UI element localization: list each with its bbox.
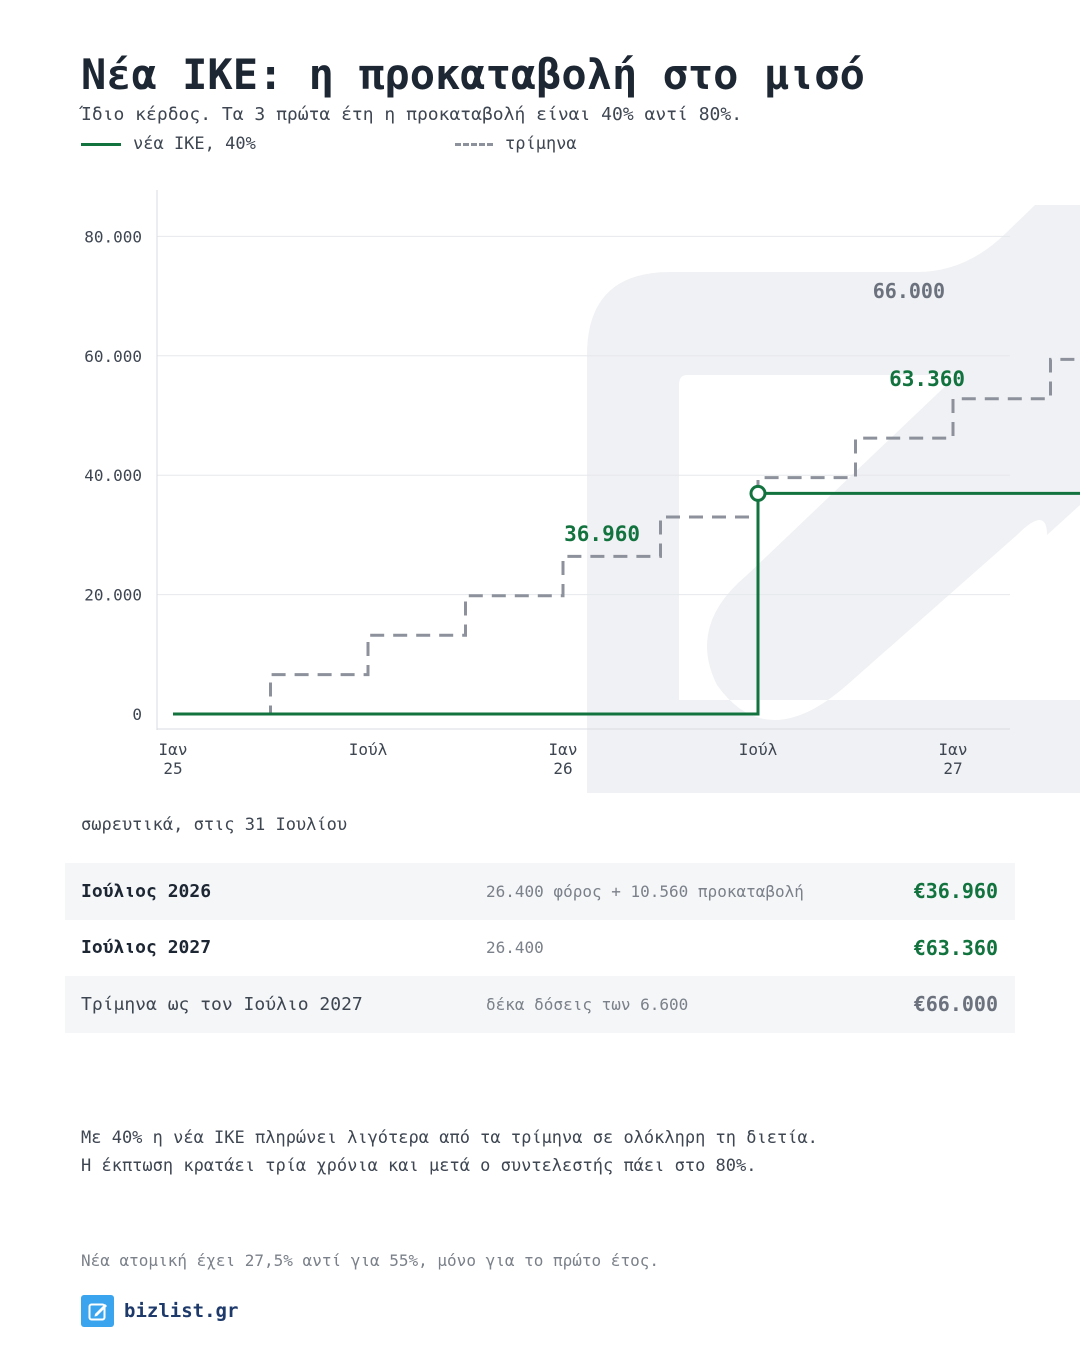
row-value: €36.960 (913, 879, 998, 904)
page-subtitle: Ίδιο κέρδος. Τα 3 πρώτα έτη η προκαταβολ… (81, 104, 743, 125)
x-tick-label: Ιαν (939, 740, 968, 759)
note-line-1: Με 40% η νέα ΙΚΕ πληρώνει λιγότερα από τ… (81, 1128, 818, 1148)
legend-item-quarterly: τρίμηνα (455, 134, 577, 154)
y-tick-label: 80.000 (84, 227, 142, 246)
x-tick-label-year: 27 (943, 759, 962, 778)
x-tick-label-year: 25 (163, 759, 182, 778)
x-tick-label: Ιούλ (349, 740, 388, 759)
row-detail: 26.400 (486, 938, 544, 958)
point-marker-new-ike (749, 484, 767, 502)
row-value: €66.000 (913, 992, 998, 1017)
x-tick-label: Ιαν (159, 740, 188, 759)
brand-name[interactable]: bizlist.gr (124, 1300, 239, 1322)
series-line-quarterly (173, 357, 1080, 716)
watermark-logo (587, 205, 1080, 793)
table-row: Ιούλιος 2026 26.400 φόρος + 10.560 προκα… (65, 863, 1015, 920)
brand[interactable]: bizlist.gr (81, 1295, 238, 1327)
legend-label-new-ike: νέα ΙΚΕ, 40% (133, 134, 256, 154)
y-tick-label: 60.000 (84, 347, 142, 366)
explanatory-note: Με 40% η νέα ΙΚΕ πληρώνει λιγότερα από τ… (81, 1124, 818, 1180)
legend-swatch-dashed (455, 142, 493, 146)
data-label-quarterly: 66.000 (873, 279, 945, 303)
data-label-new-ike: 36.960 (564, 522, 640, 546)
summary-table: Ιούλιος 2026 26.400 φόρος + 10.560 προκα… (65, 863, 1015, 1033)
row-detail: δέκα δόσεις των 6.600 (486, 994, 689, 1014)
row-detail: 26.400 φόρος + 10.560 προκαταβολή (486, 881, 804, 901)
edit-icon (81, 1295, 114, 1327)
x-tick-label-year: 26 (553, 759, 572, 778)
data-label-new-ike: 63.360 (889, 367, 965, 391)
row-label: Ιούλιος 2026 (81, 880, 212, 902)
row-label: Τρίμηνα ως τον Ιούλιο 2027 (81, 993, 363, 1015)
x-tick-label: Ιαν (549, 740, 578, 759)
table-row: Ιούλιος 2027 26.400 €63.360 (65, 920, 1015, 977)
row-label: Ιούλιος 2027 (81, 937, 212, 959)
note-line-2: Η έκπτωση κρατάει τρία χρόνια και μετά ο… (81, 1156, 757, 1176)
y-tick-label: 0 (132, 705, 142, 724)
row-value: €63.360 (913, 935, 998, 960)
y-tick-label: 20.000 (84, 586, 142, 605)
table-caption: σωρευτικά, στις 31 Ιουλίου (81, 815, 348, 835)
footnote: Νέα ατομική έχει 27,5% αντί για 55%, μόν… (81, 1251, 659, 1270)
y-tick-label: 40.000 (84, 466, 142, 485)
x-tick-label: Ιούλ (739, 740, 778, 759)
legend-swatch-solid (81, 142, 121, 146)
legend-label-quarterly: τρίμηνα (505, 134, 577, 154)
table-row: Τρίμηνα ως τον Ιούλιο 2027 δέκα δόσεις τ… (65, 976, 1015, 1033)
page-title: Νέα ΙΚΕ: η προκαταβολή στο μισό (81, 50, 865, 99)
legend-item-new-ike: νέα ΙΚΕ, 40% (81, 134, 256, 154)
